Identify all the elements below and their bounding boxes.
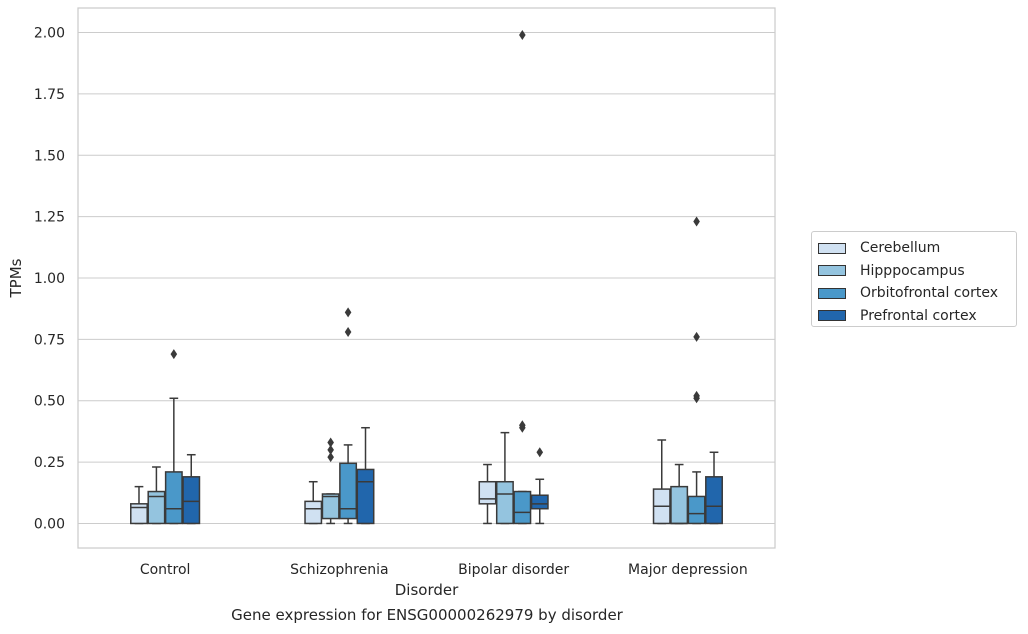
box	[356, 468, 375, 525]
y-tick-label: 0.25	[34, 455, 65, 471]
outlier-point	[344, 307, 352, 318]
outlier-point	[693, 216, 700, 227]
y-tick-label: 1.25	[34, 210, 65, 226]
box	[530, 494, 549, 510]
outlier-point	[693, 390, 700, 401]
box	[182, 476, 201, 525]
y-tick-label: 0.50	[34, 394, 65, 410]
legend-label: Hipppocampus	[860, 262, 965, 279]
box	[670, 485, 689, 525]
outlier-point	[519, 30, 526, 40]
y-tick-label: 2.00	[34, 26, 65, 42]
x-tick-label: Control	[140, 562, 191, 578]
y-tick-label: 1.50	[34, 148, 65, 164]
legend-swatch	[818, 242, 846, 254]
plot-frame	[77, 7, 776, 549]
legend-item: Orbitofrontal cortex	[818, 282, 1016, 305]
legend-item: Hipppocampus	[818, 260, 1016, 283]
box	[705, 476, 723, 525]
legend-label: Prefrontal cortex	[860, 307, 977, 324]
box	[304, 500, 323, 525]
x-tick-label: Major depression	[628, 562, 748, 578]
y-axis-label: TPMs	[7, 258, 25, 298]
outlier-point	[327, 437, 334, 448]
outlier-point	[170, 349, 178, 360]
legend-swatch	[818, 265, 846, 277]
box	[495, 480, 514, 525]
box	[130, 503, 148, 525]
box	[147, 490, 166, 525]
box	[339, 462, 358, 520]
y-tick-label: 1.75	[34, 87, 65, 103]
box	[687, 495, 706, 525]
legend-swatch	[818, 287, 846, 299]
y-tick-label: 0.00	[34, 516, 65, 532]
legend-label: Orbitofrontal cortex	[860, 285, 998, 302]
legend-item: Cerebellum	[818, 237, 1016, 260]
outlier-point	[344, 327, 352, 337]
legend: Cerebellum Hipppocampus Orbitofrontal cort…	[811, 231, 1017, 327]
x-tick-label: Schizophrenia	[290, 562, 388, 578]
y-tick-label: 1.00	[34, 271, 65, 287]
box	[478, 480, 497, 505]
chart-caption: Gene expression for ENSG00000262979 by d…	[231, 606, 623, 624]
x-tick-label: Bipolar disorder	[458, 562, 569, 578]
outlier-point	[327, 452, 334, 463]
outlier-point	[327, 444, 334, 455]
x-axis-label: Disorder	[395, 581, 459, 599]
box	[513, 490, 532, 525]
outlier-point	[536, 447, 544, 458]
outlier-point	[519, 420, 526, 431]
legend-label: Cerebellum	[860, 240, 941, 257]
box	[321, 493, 340, 520]
box	[164, 471, 183, 525]
outlier-point	[693, 331, 700, 342]
legend-swatch	[818, 310, 846, 322]
y-tick-label: 0.75	[34, 332, 65, 348]
legend-item: Prefrontal cortex	[818, 305, 1016, 328]
